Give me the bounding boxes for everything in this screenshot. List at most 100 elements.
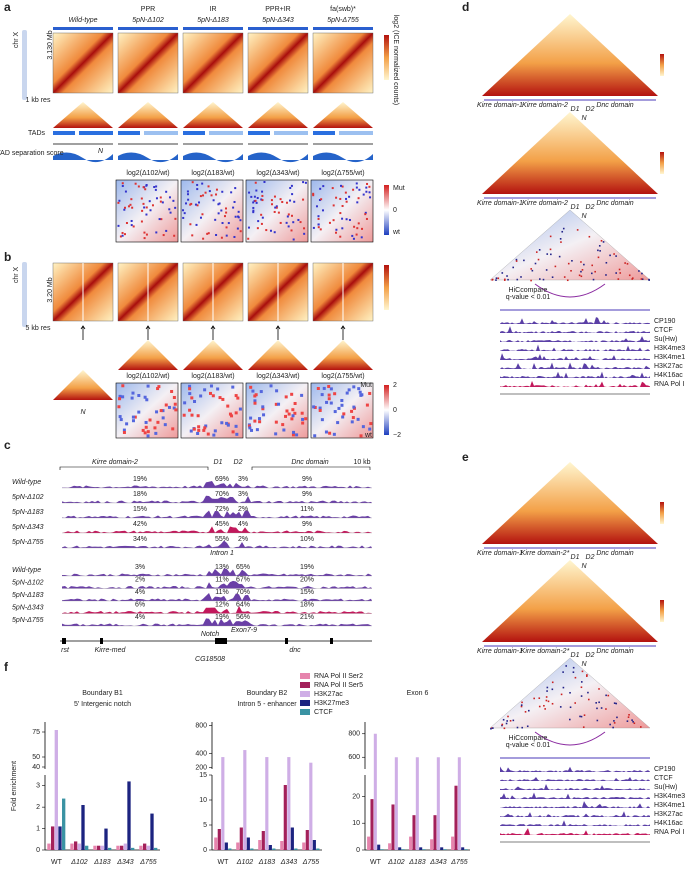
- diff-pixel: [507, 715, 509, 718]
- diff-pixel: [356, 417, 360, 421]
- diff-pixel: [617, 278, 620, 280]
- gene-label: CG18508: [195, 656, 225, 663]
- domain-label: Kirre domain-2: [522, 200, 568, 207]
- x-tick-label: Δ343: [280, 859, 297, 866]
- diff-pixel: [225, 211, 228, 214]
- diff-pixel: [215, 193, 218, 196]
- diff-pixel: [352, 385, 356, 389]
- diff-pixel: [260, 213, 263, 216]
- column-header: IR: [210, 6, 217, 13]
- tad-triangle: [53, 370, 113, 400]
- colorbar: [384, 35, 389, 80]
- diff-pixel: [521, 726, 524, 729]
- diff-pixel: [188, 392, 192, 396]
- diff-pixel: [527, 709, 530, 712]
- diff-pixel: [239, 230, 242, 233]
- row-label: 5pN-Δ755: [12, 617, 44, 624]
- diff-pixel: [290, 184, 293, 187]
- diff-pixel: [551, 688, 554, 691]
- diff-pixel: [247, 237, 250, 240]
- diff-pixel: [287, 225, 290, 228]
- diff-pixel: [609, 723, 611, 726]
- diff-pixel: [597, 256, 600, 259]
- diff-pixel: [538, 249, 541, 251]
- diff-pixel: [571, 259, 573, 262]
- diff-pixel: [628, 274, 631, 277]
- diff-pixel: [275, 206, 278, 209]
- tad-bar: [274, 131, 308, 135]
- diff-pixel: [156, 387, 160, 391]
- diff-pixel: [285, 201, 288, 204]
- diff-pixel: [515, 260, 518, 262]
- bar: [146, 845, 150, 850]
- bar: [302, 842, 306, 850]
- percent-label: 67%: [236, 576, 250, 583]
- x-tick-label: Δ183: [258, 859, 275, 866]
- diff-pixel: [361, 425, 365, 429]
- diff-pixel: [572, 671, 575, 673]
- diff-pixel: [615, 255, 617, 257]
- bar: [394, 757, 398, 850]
- diff-pixel: [318, 406, 322, 410]
- diff-pixel: [503, 279, 506, 281]
- gene-label: dnc: [289, 647, 301, 654]
- percent-label: 12%: [215, 601, 229, 608]
- diff-pixel: [159, 200, 162, 203]
- chip-track: [500, 776, 650, 781]
- diff-pixel: [275, 389, 279, 393]
- diff-pixel: [641, 278, 644, 281]
- diff-label: log2(Δ102/wt): [126, 170, 169, 177]
- diff-pixel: [253, 419, 257, 423]
- chip-track: [500, 783, 650, 790]
- chip-track: [500, 371, 650, 378]
- diff-pixel: [495, 277, 498, 279]
- diff-pixel: [602, 241, 605, 243]
- domain-bar: [248, 27, 308, 30]
- x-tick-label: Δ183: [408, 859, 425, 866]
- percent-label: 45%: [215, 521, 229, 528]
- diff-pixel: [340, 184, 343, 187]
- separation-score: [248, 152, 308, 163]
- diff-pixel: [231, 385, 235, 389]
- diff-pixel: [355, 182, 358, 185]
- chrom-label: chr X: [13, 267, 20, 284]
- diff-pixel: [565, 665, 567, 667]
- diff-pixel: [369, 196, 372, 199]
- bar: [221, 757, 225, 850]
- diff-pixel: [319, 228, 322, 231]
- column-header: 5pN-Δ755: [327, 17, 359, 24]
- x-tick-label: Δ102: [236, 859, 253, 866]
- row-label: Wild-type: [12, 479, 41, 486]
- diff-pixel: [157, 385, 161, 389]
- tad-triangle: [183, 102, 243, 128]
- bar: [412, 815, 416, 850]
- diff-pixel: [121, 234, 124, 237]
- diff-pixel: [322, 386, 326, 390]
- diff-pixel: [347, 388, 351, 392]
- domain-bar: [118, 27, 178, 30]
- bar: [73, 841, 78, 850]
- diff-pixel: [208, 190, 211, 193]
- diff-pixel: [203, 426, 207, 430]
- diff-pixel: [196, 431, 200, 435]
- diff-pixel: [520, 705, 523, 708]
- diff-pixel: [161, 201, 164, 204]
- y-tick-label: 10: [199, 797, 207, 804]
- diff-pixel: [284, 414, 288, 418]
- diff-pixel: [125, 222, 128, 225]
- diff-pixel: [232, 206, 235, 209]
- diff-pixel: [293, 411, 297, 415]
- diff-pixel: [154, 188, 157, 191]
- diff-pixel: [562, 227, 565, 230]
- diff-pixel: [495, 279, 497, 281]
- diff-pixel: [613, 253, 615, 255]
- diff-pixel: [251, 389, 255, 393]
- diff-pixel: [348, 218, 351, 221]
- diff-pixel: [253, 401, 257, 405]
- bar: [224, 842, 228, 850]
- diff-pixel: [165, 229, 168, 232]
- diff-pixel: [290, 214, 293, 217]
- diff-pixel: [312, 192, 315, 195]
- diff-pixel: [304, 417, 308, 421]
- diff-pixel: [612, 726, 614, 729]
